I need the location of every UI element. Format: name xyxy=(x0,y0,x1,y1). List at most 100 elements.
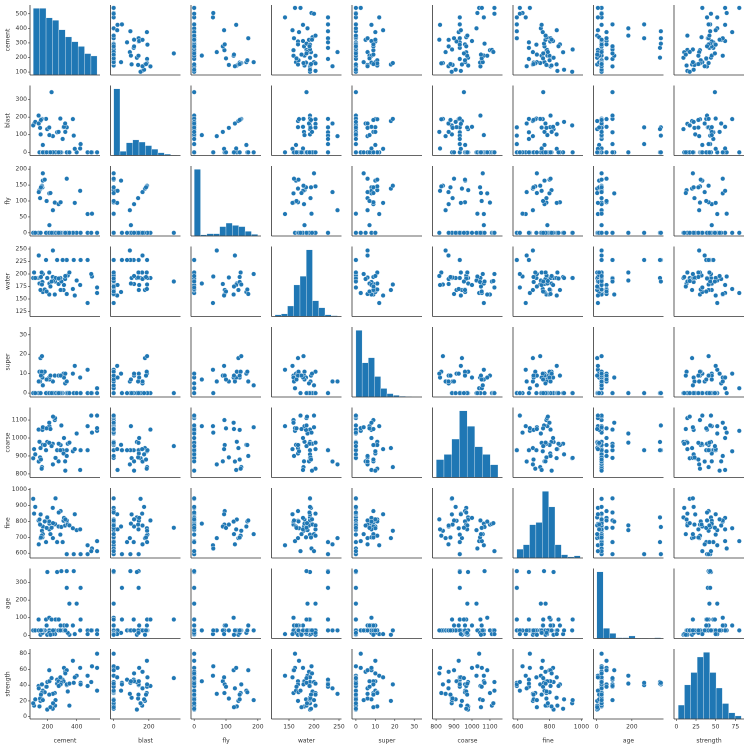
point xyxy=(56,390,62,396)
point xyxy=(191,50,197,56)
point xyxy=(307,447,313,453)
point xyxy=(690,170,696,176)
point xyxy=(353,149,359,155)
point xyxy=(147,63,153,69)
point xyxy=(124,447,130,453)
point xyxy=(309,516,315,522)
point xyxy=(481,367,487,373)
x-tick-label: 800 xyxy=(544,724,556,731)
point xyxy=(85,673,91,679)
point xyxy=(62,516,68,522)
point xyxy=(445,541,451,547)
point xyxy=(144,681,150,687)
point xyxy=(457,14,463,20)
point xyxy=(724,390,730,396)
point xyxy=(353,5,359,11)
point xyxy=(94,631,100,637)
hist-bar xyxy=(554,544,562,559)
point xyxy=(49,279,55,285)
point xyxy=(443,247,449,253)
point xyxy=(308,692,314,698)
hist-bar xyxy=(132,139,140,156)
point xyxy=(551,569,557,575)
point xyxy=(561,275,567,281)
point xyxy=(199,53,205,59)
point xyxy=(609,50,615,56)
point xyxy=(58,422,64,428)
point xyxy=(457,275,463,281)
point xyxy=(595,300,601,306)
point xyxy=(531,61,537,67)
point xyxy=(32,696,38,702)
point xyxy=(36,120,42,126)
point xyxy=(570,617,576,623)
point xyxy=(451,517,457,523)
point xyxy=(144,622,150,628)
point xyxy=(131,230,137,236)
point xyxy=(56,441,62,447)
point xyxy=(139,446,145,452)
point xyxy=(353,422,359,428)
point xyxy=(482,680,488,686)
point xyxy=(127,28,133,34)
point xyxy=(111,522,117,528)
point xyxy=(304,230,310,236)
point xyxy=(50,247,56,253)
point xyxy=(232,252,238,258)
point xyxy=(309,230,315,236)
point xyxy=(210,545,216,551)
point xyxy=(540,675,546,681)
point xyxy=(131,37,137,43)
point xyxy=(191,390,197,396)
point xyxy=(238,270,244,276)
point xyxy=(599,516,605,522)
point xyxy=(461,230,467,236)
point xyxy=(464,33,470,39)
panel xyxy=(29,488,100,559)
hist-bar xyxy=(380,388,388,398)
point xyxy=(237,427,243,433)
point xyxy=(114,363,120,369)
point xyxy=(720,176,726,182)
point xyxy=(191,21,197,27)
hist-bar xyxy=(728,712,736,720)
point xyxy=(545,278,551,284)
point xyxy=(77,145,83,151)
point xyxy=(353,663,359,669)
point xyxy=(699,285,705,291)
point xyxy=(94,230,100,236)
point xyxy=(231,632,237,638)
point xyxy=(43,447,49,453)
point xyxy=(474,211,480,217)
point xyxy=(191,622,197,628)
point xyxy=(695,125,701,131)
point xyxy=(301,458,307,464)
point xyxy=(599,42,605,48)
y-tick-label: 200 xyxy=(16,114,28,121)
point xyxy=(300,435,306,441)
point xyxy=(94,149,100,155)
point xyxy=(687,390,693,396)
point xyxy=(548,113,554,119)
panel xyxy=(432,246,503,317)
point xyxy=(720,420,726,426)
point xyxy=(30,496,36,502)
point xyxy=(94,688,100,694)
panel xyxy=(432,568,503,639)
hist-bar xyxy=(52,20,60,76)
point xyxy=(127,247,133,253)
point xyxy=(543,696,549,702)
point xyxy=(533,42,539,48)
point xyxy=(540,390,546,396)
point xyxy=(143,184,149,190)
point xyxy=(474,663,480,669)
point xyxy=(292,385,298,391)
point xyxy=(370,457,376,463)
point xyxy=(311,170,317,176)
point xyxy=(199,521,205,527)
panel xyxy=(351,327,422,398)
point xyxy=(469,124,475,130)
hist-bar xyxy=(374,376,381,398)
point xyxy=(609,21,615,27)
point xyxy=(706,230,712,236)
